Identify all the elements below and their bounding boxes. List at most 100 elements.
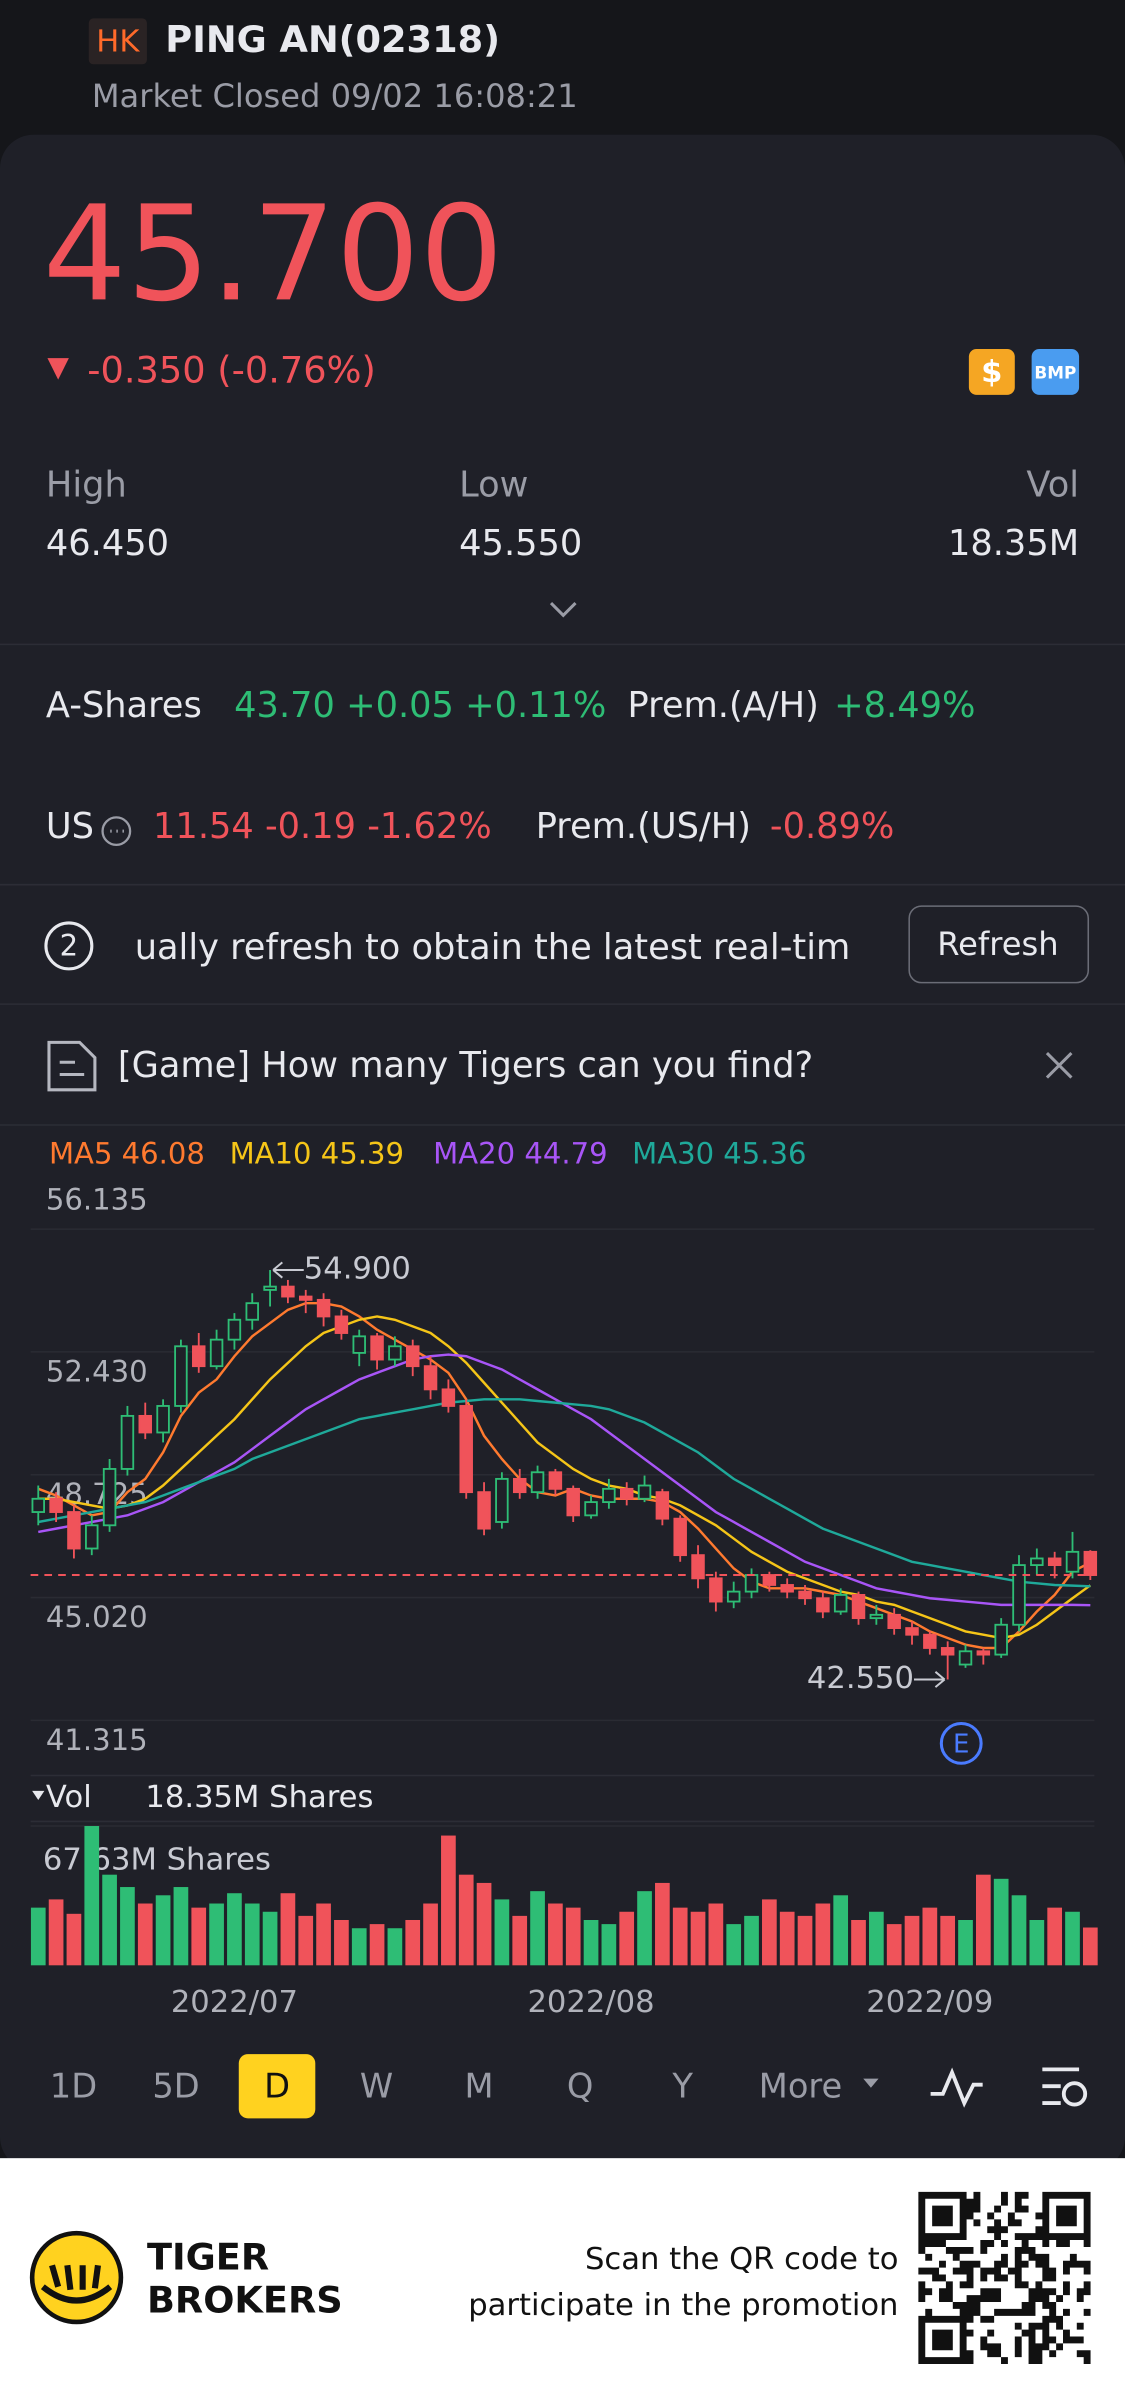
prem-value: +8.49%	[834, 685, 975, 726]
volume-bar	[583, 1919, 599, 1966]
period-tab[interactable]: W	[360, 2066, 393, 2105]
candle-body	[495, 1477, 509, 1523]
refresh-button[interactable]	[908, 905, 1090, 984]
candle-body	[816, 1597, 830, 1613]
volume-bar	[886, 1924, 902, 1966]
bmp-badge	[1031, 348, 1080, 395]
candle-body	[798, 1590, 812, 1600]
volume-bar	[405, 1919, 421, 1966]
prem-value: -0.89%	[770, 806, 894, 847]
period-tab[interactable]: More	[759, 2066, 842, 2105]
banner-close[interactable]	[1045, 1051, 1073, 1079]
candle-body	[174, 1345, 188, 1407]
volume-bar	[530, 1891, 545, 1966]
candle-body	[263, 1285, 277, 1291]
candle-body	[441, 1388, 456, 1407]
ma-value: 45.36	[723, 1137, 806, 1171]
event-label: E	[953, 1729, 969, 1759]
chart: 56.13552.43048.72545.02041.31554.90042.5…	[30, 1183, 1098, 2020]
price-change: -0.350 (-0.76%)	[87, 348, 376, 391]
candle-body	[548, 1471, 563, 1490]
volume-bar	[744, 1915, 759, 1966]
period-tab[interactable]: D	[264, 2066, 290, 2105]
volume-bar	[298, 1915, 314, 1966]
volume-bar	[619, 1911, 635, 1966]
candle-body	[887, 1613, 901, 1629]
volume-bar	[1029, 1919, 1045, 1966]
candle-body	[744, 1574, 759, 1593]
price: 45.700	[43, 178, 504, 331]
volume-bar	[316, 1903, 331, 1966]
banner-text[interactable]: [Game] How many Tigers can you find?	[118, 1045, 813, 1086]
period-tab[interactable]: 1D	[50, 2066, 97, 2105]
prem-label: Prem.(US/H)	[536, 806, 751, 847]
candle-body	[602, 1487, 616, 1504]
volume-bar	[690, 1911, 706, 1966]
market-badge	[88, 18, 147, 65]
high-arrow	[272, 1261, 304, 1279]
indicator-icon[interactable]	[930, 2067, 983, 2108]
volume-bar	[387, 1928, 403, 1966]
volume-bar	[66, 1913, 82, 1966]
candle-body	[673, 1517, 687, 1557]
stat-label: Low	[459, 465, 528, 506]
candle-body	[388, 1345, 402, 1361]
candle-body	[1083, 1550, 1098, 1576]
volume-bar	[30, 1907, 46, 1966]
volume-bar	[227, 1893, 242, 1966]
stat-value: 18.35M	[948, 523, 1079, 564]
volume-bar	[351, 1928, 367, 1966]
notice-text: ually refresh to obtain the latest real-…	[135, 927, 851, 968]
volume-bar	[601, 1924, 617, 1966]
ma-value: 46.08	[122, 1137, 205, 1171]
candle-body	[1047, 1557, 1062, 1567]
notice-number: 2	[60, 928, 79, 962]
candle-body	[245, 1302, 259, 1321]
us-info-icon[interactable]	[101, 816, 132, 847]
ma-value: 45.39	[321, 1137, 404, 1171]
candle-body	[762, 1574, 777, 1586]
ma-name: MA30	[632, 1137, 714, 1171]
ashares-label: A-Shares	[46, 685, 202, 726]
volume-bar	[940, 1915, 956, 1966]
promo-text: Scan the QR code to	[585, 2242, 898, 2277]
x-tick-label: 2022/08	[527, 1985, 654, 2020]
period-tab[interactable]: 5D	[152, 2066, 199, 2105]
candle-body	[619, 1487, 634, 1500]
us-quote: 11.54 -0.19 -1.62%	[153, 806, 492, 847]
candle-body	[423, 1365, 438, 1391]
volume-bar	[779, 1911, 795, 1966]
candle-body	[67, 1511, 81, 1550]
volume-bar	[1011, 1895, 1027, 1966]
vol-toggle[interactable]	[32, 1790, 45, 1800]
period-tab[interactable]: M	[465, 2066, 494, 2105]
candle-body	[869, 1613, 884, 1620]
refresh-label[interactable]: Refresh	[937, 925, 1058, 963]
volume-bar	[637, 1891, 652, 1966]
candle-body	[227, 1318, 242, 1341]
expand-chevron[interactable]	[549, 601, 577, 618]
volume-bar	[922, 1907, 938, 1966]
more-caret	[863, 2078, 879, 2088]
stat-value: 45.550	[459, 523, 582, 564]
volume-bar	[869, 1911, 884, 1966]
volume-bar	[1082, 1927, 1098, 1966]
promo-text: participate in the promotion	[468, 2288, 898, 2323]
tiger-logo	[29, 2230, 124, 2325]
market: HK	[96, 24, 140, 59]
us-label: US	[46, 806, 94, 847]
candle-body	[156, 1405, 170, 1434]
x-tick-label: 2022/09	[866, 1985, 993, 2020]
y-tick-label: 52.430	[46, 1354, 148, 1388]
candle-body	[459, 1405, 473, 1494]
period-tab[interactable]: Y	[671, 2066, 693, 2105]
ma-name: MA10	[230, 1137, 312, 1171]
settings-icon-ring	[1061, 2081, 1088, 2107]
ashares-quote: 43.70 +0.05 +0.11%	[234, 685, 606, 726]
period-active	[238, 2054, 316, 2119]
settings-icon[interactable]	[1042, 2067, 1080, 2105]
candle-body	[833, 1594, 848, 1613]
period-tab[interactable]: Q	[567, 2066, 594, 2105]
candle-body	[192, 1345, 206, 1368]
ma-line	[38, 1315, 1092, 1640]
